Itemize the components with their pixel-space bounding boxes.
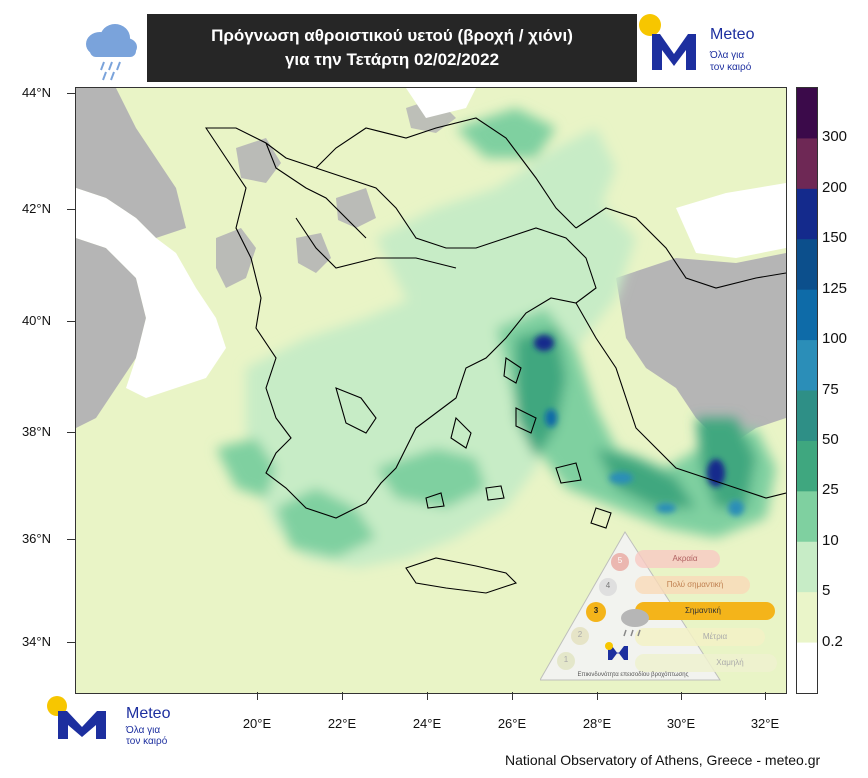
borders-coastlines: [204, 117, 786, 594]
logo-name: Meteo: [710, 26, 755, 43]
level-3-text: Σημαντική: [684, 606, 721, 615]
credit-text: National Observatory of Athens, Greece -…: [505, 752, 821, 768]
colorbar-segment: [797, 88, 817, 139]
lon-label-20: 20°E: [242, 716, 272, 731]
precipitation-map: [75, 87, 787, 694]
level-5-num: 5: [617, 556, 623, 565]
lon-label-26: 26°E: [497, 716, 527, 731]
lat-label-34: 34°N: [21, 634, 51, 649]
legend-footer: Επικινδυνότητα επεισοδίου βροχόπτωσης: [577, 672, 689, 678]
colorbar-label: 125: [822, 279, 848, 297]
colorbar-label: 50: [822, 430, 839, 448]
lat-label-42: 42°N: [21, 201, 51, 216]
colorbar-segment: [797, 188, 817, 240]
meteo-logo-top: Meteo Όλα για τον καιρό: [638, 12, 786, 84]
hazard-legend-panel: 5 Ακραία 4 Πολύ σημαντική 3 Σημαντική 2 …: [540, 530, 785, 688]
logo-name-bottom: Meteo: [126, 705, 171, 722]
level-4-num: 4: [605, 581, 611, 590]
colorbar-label: 300: [822, 128, 848, 146]
colorbar-label: 100: [822, 330, 848, 348]
colorbar: [796, 87, 818, 694]
colorbar-label: 0.2: [822, 632, 843, 650]
colorbar-segment: [797, 390, 817, 442]
meteo-logo-mark: [639, 14, 696, 70]
colorbar-segment: [797, 541, 817, 593]
logo-tagline-2: τον καιρό: [710, 62, 752, 73]
colorbar-segment: [797, 642, 817, 693]
lat-label-38: 38°N: [21, 424, 51, 439]
no-data-sea: [76, 188, 226, 398]
level-3-num: 3: [593, 606, 599, 615]
level-1-num: 1: [563, 655, 569, 664]
title-line-1: Πρόγνωση αθροιστικού υετού (βροχή / χιόν…: [211, 26, 573, 45]
level-2-num: 2: [577, 630, 583, 639]
lon-label-24: 24°E: [412, 716, 442, 731]
colorbar-label: 5: [822, 582, 831, 600]
colorbar-segment: [797, 491, 817, 543]
level-1-text: Χαμηλή: [716, 658, 744, 667]
colorbar-segment: [797, 592, 817, 644]
rain-cloud-icon: [78, 14, 144, 84]
level-2-text: Μέτρια: [702, 632, 728, 641]
logo-tagline-1: Όλα για: [710, 50, 745, 61]
colorbar-label: 150: [822, 229, 848, 247]
lon-label-28: 28°E: [582, 716, 612, 731]
meteo-logo-mark-bottom: [47, 696, 106, 739]
colorbar-label: 10: [822, 531, 839, 549]
lat-label-44: 44°N: [21, 85, 51, 100]
level-5-text: Ακραία: [672, 554, 698, 563]
lon-label-22: 22°E: [327, 716, 357, 731]
colorbar-label: 75: [822, 380, 839, 398]
lat-label-36: 36°N: [21, 531, 51, 546]
meteo-logo-bottom: Meteo Όλα για τον καιρό: [42, 695, 192, 747]
dry-land-areas: [76, 88, 786, 448]
colorbar-segment: [797, 440, 817, 492]
level-4-text: Πολύ σημαντική: [666, 580, 724, 589]
title-line-2: για την Τετάρτη 02/02/2022: [284, 50, 500, 69]
logo-tagline-bottom: Όλα για τον καιρό: [126, 725, 168, 747]
lon-label-32: 32°E: [750, 716, 780, 731]
colorbar-segment: [797, 138, 817, 190]
lon-label-30: 30°E: [666, 716, 696, 731]
colorbar-segment: [797, 340, 817, 391]
colorbar-label: 200: [822, 178, 848, 196]
colorbar-label: 25: [822, 481, 839, 499]
colorbar-segment: [797, 239, 817, 291]
colorbar-segment: [797, 289, 817, 341]
map-title: Πρόγνωση αθροιστικού υετού (βροχή / χιόν…: [147, 14, 637, 82]
hazard-triangle: [540, 531, 777, 681]
map-canvas: [76, 88, 786, 693]
lat-label-40: 40°N: [21, 313, 51, 328]
